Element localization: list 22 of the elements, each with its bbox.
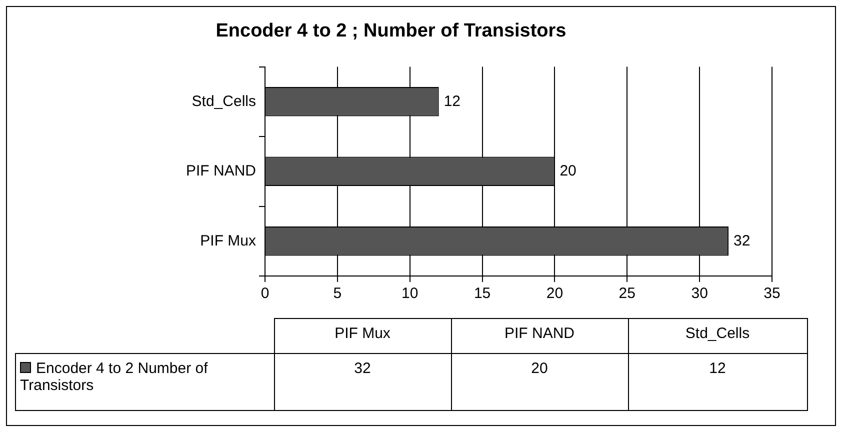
x-tick-label: 10 <box>402 285 418 302</box>
legend-label: Encoder 4 to 2 Number of Transistors <box>20 360 208 394</box>
data-label: 20 <box>560 162 576 180</box>
x-tick-label: 15 <box>474 285 491 302</box>
category-label: PIF NAND <box>504 325 574 342</box>
x-tick-label: 0 <box>260 285 270 302</box>
x-tick-label: 30 <box>691 285 708 302</box>
y-tick-label: PIF Mux <box>200 232 256 250</box>
x-tick-label: 5 <box>333 285 342 302</box>
text: 20 <box>531 360 548 377</box>
y-tick-label: Std_Cells <box>192 92 256 110</box>
data-label: 12 <box>444 92 461 110</box>
x-tick-label: 25 <box>618 285 636 302</box>
data-label: 32 <box>734 232 750 250</box>
category-label: PIF Mux <box>334 325 390 342</box>
y-tick-label: PIF NAND <box>186 162 256 180</box>
category-label: Std_Cells <box>685 325 750 342</box>
x-tick-label: 20 <box>546 285 564 302</box>
text: 32 <box>354 360 371 377</box>
x-tick-label: 35 <box>764 285 780 302</box>
chart-title: Encoder 4 to 2 ; Number of Transistors <box>216 20 566 42</box>
text: 12 <box>709 360 726 377</box>
